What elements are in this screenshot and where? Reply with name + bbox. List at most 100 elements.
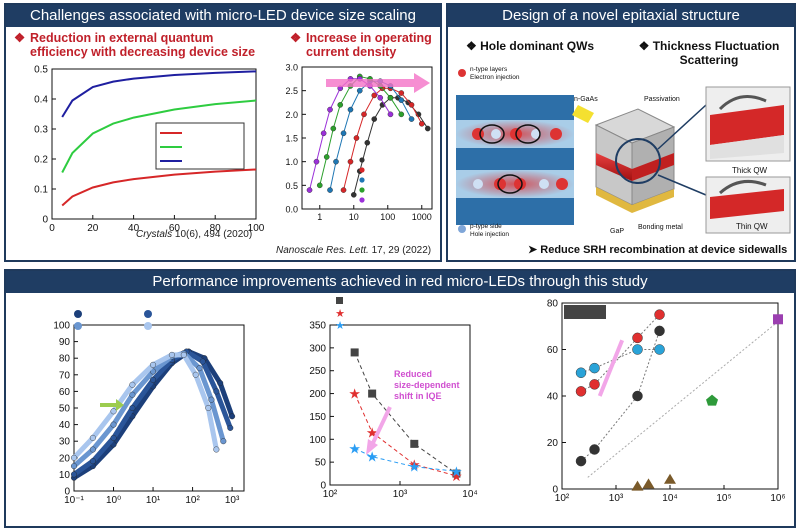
x-tick-label: 10 <box>349 212 359 222</box>
qw-band-diagram: n-type layers Electron injection p-type … <box>456 66 574 238</box>
data-point: ★ <box>450 463 463 479</box>
data-point <box>327 187 333 193</box>
data-point <box>150 368 157 375</box>
data-point <box>192 371 199 378</box>
data-point <box>196 365 203 372</box>
series-line-2 <box>354 447 457 472</box>
plot-frame <box>73 324 245 492</box>
data-point <box>575 386 587 397</box>
legend-swatch: ★ <box>335 308 345 320</box>
data-point <box>208 396 215 403</box>
y-tick-label: 50 <box>315 458 327 469</box>
x-tick-label: 10¹ <box>146 495 161 506</box>
data-point <box>398 97 405 103</box>
x-tick-label: 10³ <box>393 489 408 500</box>
legend-swatch <box>359 197 365 203</box>
series-line-0 <box>61 168 257 207</box>
data-point <box>199 358 206 365</box>
data-point <box>654 344 665 355</box>
y-tick-label: 1.0 <box>285 157 298 167</box>
label-p-layer: p-type side <box>470 223 502 230</box>
y-tick-label: 0 <box>552 485 558 496</box>
heading-thickness: ❖ Thickness Fluctuation Scattering <box>638 39 780 67</box>
y-tick-label: 80 <box>547 299 559 310</box>
data-point <box>408 116 415 122</box>
y-tick-label: 2.0 <box>285 110 298 120</box>
y-tick-label: 150 <box>309 412 326 423</box>
annotation-line: size-dependent <box>394 380 460 390</box>
data-point <box>589 362 600 374</box>
series-line-2 <box>580 330 660 462</box>
chart-eqe-current: 0.0 0.5 1.0 1.5 2.0 2.5 3.0 1 10 100 1000 <box>285 63 433 222</box>
y-tick-label: 40 <box>59 420 71 431</box>
data-point <box>398 90 405 96</box>
reference-line <box>587 321 779 478</box>
annotation-line: Reduced <box>394 369 432 379</box>
legend-swatch <box>336 297 343 304</box>
x-tick-label: 10² <box>185 495 200 506</box>
data-point <box>371 116 378 122</box>
chart-peak-eqe: 0 0.1 0.2 0.3 0.4 0.5 0 20 40 60 80 100 <box>34 65 265 235</box>
x-tick-label: 10² <box>555 493 570 504</box>
series-line-1 <box>61 99 257 173</box>
label-electron: Electron injection <box>470 74 520 81</box>
series-line-3 <box>72 352 219 460</box>
data-point <box>654 309 665 320</box>
label-hole: Hole injection <box>470 231 509 238</box>
data-point <box>361 111 367 118</box>
x-tick-label: 80 <box>210 223 222 234</box>
data-point <box>316 182 323 189</box>
annotation-line: shift in IQE <box>394 391 442 401</box>
y-tick-label: 0.5 <box>285 181 298 191</box>
data-point <box>642 478 655 489</box>
y-tick-label: 250 <box>309 366 326 377</box>
data-point <box>575 455 587 467</box>
panel-title: Challenges associated with micro-LED dev… <box>6 5 440 27</box>
data-point <box>387 94 394 101</box>
data-point <box>632 390 643 402</box>
x-tick-label: 10⁰ <box>106 495 121 506</box>
series-line-1 <box>343 87 423 191</box>
data-point <box>168 351 175 358</box>
data-point <box>306 187 313 193</box>
data-point <box>408 102 415 108</box>
data-point <box>368 389 377 398</box>
data-point <box>632 344 643 355</box>
annotation-reduced-shift: Reduced size-dependent shift in IQE <box>394 369 460 401</box>
plot-frame <box>301 66 433 210</box>
annotation-arrowhead <box>366 439 378 455</box>
annotation-arrow <box>370 406 392 446</box>
y-tick-label: 100 <box>309 435 326 446</box>
x-tick-label: 60 <box>169 223 181 234</box>
label-bonding: Bonding metal <box>638 224 683 231</box>
plot-frame <box>561 302 779 490</box>
y-tick-label: 80 <box>59 354 71 365</box>
data-point <box>110 434 117 441</box>
y-tick-label: 20 <box>547 438 559 449</box>
citation-nanoscale: Nanoscale Res. Lett. 17, 29 (2022) <box>276 245 432 256</box>
data-point <box>129 391 136 398</box>
data-point <box>213 446 220 453</box>
panel-title: Design of a novel epitaxial structure <box>448 5 794 27</box>
y-tick-label: 60 <box>547 345 559 356</box>
data-point <box>575 367 587 378</box>
data-point <box>398 111 405 118</box>
data-point <box>340 130 347 137</box>
x-tick-label: 1000 <box>412 212 432 222</box>
highlight-arrow <box>597 339 625 397</box>
legend-swatch <box>144 322 152 330</box>
legend-swatch <box>359 157 365 163</box>
y-tick-label: 60 <box>59 387 71 398</box>
data-point <box>664 473 676 484</box>
data-point: ★ <box>408 459 421 475</box>
panel-title: Performance improvements achieved in red… <box>6 271 794 293</box>
series-line-2 <box>72 350 226 468</box>
data-point: ★ <box>408 456 421 472</box>
x-tick-label: 10² <box>323 489 338 500</box>
plot-frame <box>51 68 257 220</box>
x-tick-label: 100 <box>248 223 265 234</box>
legend-swatch: ★ <box>335 320 345 332</box>
data-point <box>333 158 339 165</box>
label-ngaas: n-GaAs <box>574 96 598 103</box>
x-tick-label: 10⁴ <box>662 493 677 504</box>
